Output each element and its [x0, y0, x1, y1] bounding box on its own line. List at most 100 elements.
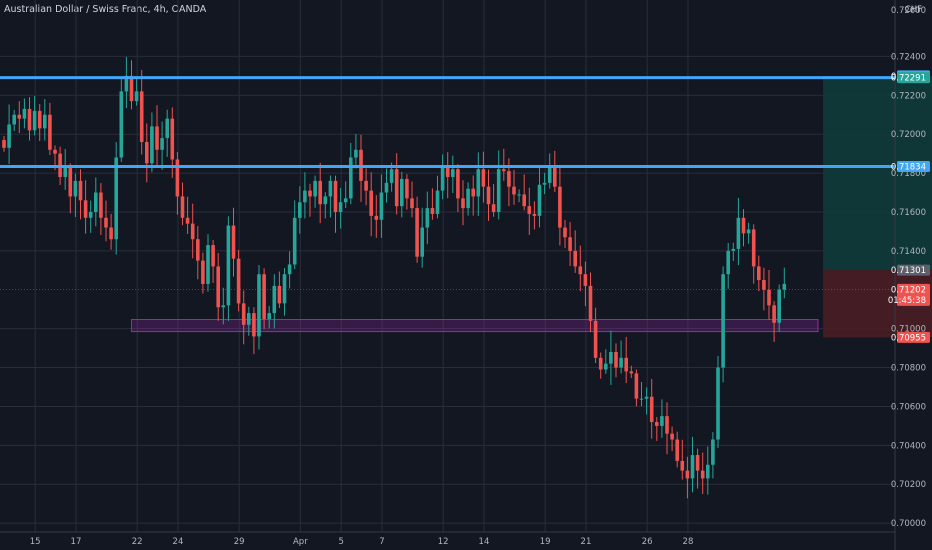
candle-body — [655, 421, 659, 426]
candle-body — [170, 118, 175, 160]
price-tag-countdown: 01:45:38 — [888, 296, 926, 306]
candle-body — [751, 229, 756, 267]
candle-body — [440, 167, 445, 191]
candle-body — [384, 182, 389, 193]
candle-body — [675, 439, 679, 461]
price-tag — [897, 264, 930, 276]
y-tick-label: 0.72000 — [891, 130, 926, 140]
y-tick-label: 0.72200 — [891, 91, 926, 101]
price-tag-label: 0.72291 — [891, 74, 926, 84]
x-tick-label: 15 — [30, 537, 41, 547]
candle-body — [649, 396, 654, 422]
candle-body — [772, 305, 776, 323]
time-axis: 15 17 22 24 29 Apr 5 7 12 14 19 21 26 28 — [0, 531, 895, 547]
candle-body — [338, 202, 343, 212]
candle-body — [527, 206, 532, 214]
candle-body — [32, 110, 37, 131]
y-tick-label: 0.71600 — [891, 208, 926, 218]
candle-body — [782, 283, 787, 290]
candle-body — [578, 266, 583, 275]
candle-body — [313, 180, 317, 197]
candle-body — [333, 180, 338, 212]
x-tick-label: 5 — [338, 537, 343, 547]
candle-body — [328, 180, 333, 197]
candle-body — [145, 141, 149, 164]
candle-body — [292, 217, 297, 265]
candle-body — [726, 250, 730, 275]
candle-body — [374, 215, 379, 220]
candle-body — [461, 198, 465, 209]
candle-body — [196, 239, 200, 261]
candle-body — [456, 169, 460, 199]
candle-body — [277, 285, 282, 304]
candle-body — [629, 371, 634, 374]
candle-body — [190, 223, 195, 240]
candle-body — [471, 188, 475, 197]
chart-title: Australian Dollar / Swiss Franc, 4h, OAN… — [4, 4, 207, 15]
price-tag-label: 0.71301 — [891, 266, 926, 276]
candle-body — [150, 126, 154, 164]
candle-body — [415, 208, 419, 257]
candle-body — [614, 351, 618, 368]
y-tick-label: 0.70800 — [891, 364, 926, 374]
candle-body — [99, 192, 103, 218]
candle-body — [481, 169, 486, 187]
x-tick-label: 14 — [479, 537, 490, 547]
candle-body — [119, 91, 124, 158]
candle-body — [37, 110, 42, 129]
candle-body — [7, 124, 11, 148]
price-tag-label: 0.71834 — [891, 162, 926, 172]
candle-body — [247, 313, 251, 325]
candle-body — [435, 190, 440, 214]
x-tick-label: 17 — [71, 537, 82, 547]
candle-body — [2, 140, 6, 148]
candle-body — [502, 169, 506, 172]
y-tick-label: 0.72400 — [891, 52, 926, 62]
y-tick-label: 0.71000 — [891, 325, 926, 335]
currency-label: CHF — [904, 5, 922, 15]
candle-body — [573, 250, 577, 267]
candle-body — [767, 289, 771, 306]
candle-body — [114, 157, 118, 240]
candle-body — [695, 455, 700, 471]
candle-body — [598, 357, 603, 370]
candle-body — [88, 211, 93, 218]
price-axis: 0.72600 0.72400 0.72200 0.72000 0.71800 0.716… — [891, 0, 926, 550]
candle-body — [241, 303, 246, 325]
candle-body — [129, 75, 134, 102]
candle-body — [354, 149, 358, 158]
price-tag-label: 0.70955 — [891, 333, 926, 343]
candle-body — [180, 196, 185, 218]
candle-body — [318, 180, 322, 205]
candle-body — [680, 460, 685, 471]
candle-body — [639, 398, 644, 400]
price-tags: 0.723000.722910.718340.713010.7120201:45… — [888, 70, 930, 343]
candle-body — [512, 186, 516, 195]
candle-body — [155, 126, 159, 150]
candle-body — [558, 186, 562, 228]
candle-body — [303, 190, 307, 203]
candle-series — [2, 56, 787, 499]
candle-body — [134, 91, 139, 102]
candle-body — [165, 118, 169, 139]
candle-body — [22, 108, 27, 119]
candle-body — [665, 416, 669, 434]
candle-body — [206, 245, 210, 284]
candle-body — [73, 180, 78, 197]
target-zone — [823, 75, 932, 271]
candle-body — [547, 167, 552, 183]
candle-body — [532, 213, 537, 216]
candle-body — [410, 198, 414, 209]
candle-body — [624, 357, 628, 372]
candle-body — [583, 274, 588, 286]
candle-body — [12, 114, 16, 125]
candle-body — [124, 75, 129, 92]
candle-body — [267, 313, 271, 319]
x-tick-label: 7 — [379, 537, 384, 547]
candle-body — [593, 320, 598, 358]
candle-body — [185, 217, 190, 224]
candle-body — [711, 439, 715, 465]
candle-body — [736, 217, 741, 249]
candle-body — [83, 200, 88, 218]
